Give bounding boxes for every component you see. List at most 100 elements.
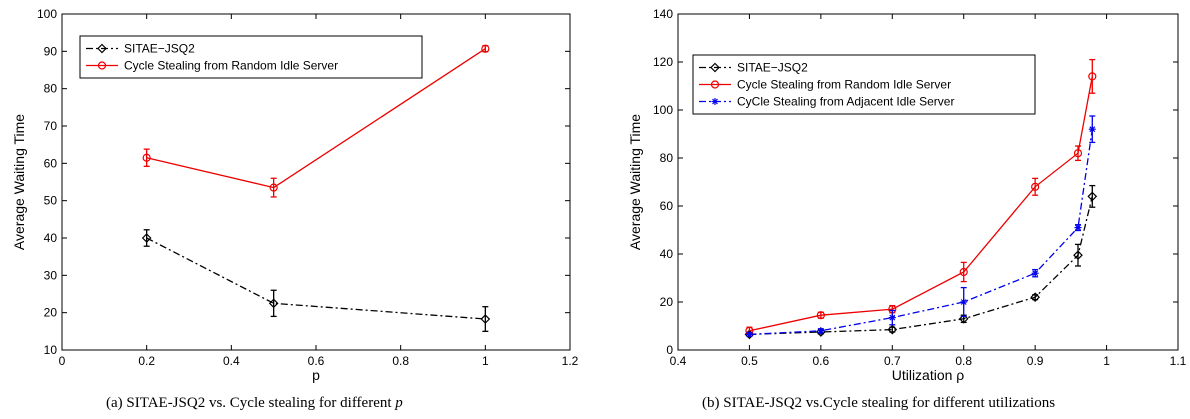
star-stroke: [1089, 126, 1096, 133]
data-point: [1074, 224, 1082, 232]
data-point: [97, 61, 107, 70]
y-tick-label: 60: [660, 199, 674, 213]
x-tick-label: 0.8: [392, 354, 409, 368]
y-tick-label: 70: [44, 119, 58, 133]
y-tick-label: 100: [37, 7, 57, 21]
data-point: [480, 314, 491, 324]
x-tick-label: 1: [1103, 354, 1110, 368]
caption-a-variable: p: [395, 395, 403, 411]
x-tick-label: 0.2: [138, 354, 155, 368]
error-bar: [1089, 58, 1096, 94]
y-tick-label: 20: [660, 295, 674, 309]
data-point: [481, 44, 490, 53]
y-tick-label: 50: [44, 194, 58, 208]
y-tick-label: 10: [44, 343, 58, 357]
data-point: [887, 324, 898, 335]
series-line: [749, 129, 1093, 336]
y-tick-label: 100: [653, 103, 673, 117]
data-point: [816, 311, 825, 320]
x-tick-label: 0.4: [223, 354, 240, 368]
data-point: [888, 314, 896, 322]
chart-panel-b: 0.4 0.5 0.6 0.7 0.8 0.9 1 1.1 0 20 40 60 80 100 120 140…: [627, 7, 1187, 383]
data-point: [711, 98, 719, 105]
star-stroke: [960, 299, 967, 305]
data-point: [1031, 182, 1040, 191]
y-tick-label: 80: [660, 151, 674, 165]
data-point: [958, 313, 969, 324]
series-1: [142, 44, 490, 198]
legend-box: [79, 35, 423, 79]
data-point: [268, 298, 279, 309]
legend-label: Cycle Stealing from Random Idle Server: [124, 59, 338, 73]
x-tick-label: 1.2: [562, 354, 579, 368]
data-point: [1030, 292, 1040, 303]
legend-label: Cycle Stealing from Random Idle Server: [737, 78, 951, 92]
plot-frame: [677, 13, 1179, 351]
error-bar: [482, 306, 489, 332]
legend-box: [692, 54, 1036, 115]
data-point: [1073, 149, 1083, 158]
chart-panel-a: 0 0.2 0.4 0.6 0.8 1 1.2 10 20 30 40 50 60 70 80 90 100 p A…: [11, 7, 579, 383]
data-point: [1031, 269, 1039, 277]
x-tick-label: 0.8: [955, 354, 972, 368]
data-point: [960, 298, 968, 306]
data-point: [142, 153, 151, 162]
legend-label: SITAE−JSQ2: [124, 42, 195, 56]
data-point: [710, 62, 720, 73]
data-point: [97, 43, 107, 54]
x-axis-title: Utilization ρ: [892, 367, 965, 383]
error-bar: [143, 229, 150, 247]
caption-a-text: (a) SITAE-JSQ2 vs. Cycle stealing for di…: [106, 395, 396, 411]
x-tick-label: 0.6: [813, 354, 830, 368]
x-tick-label: 1.1: [1170, 354, 1187, 368]
y-tick-label: 40: [44, 231, 58, 245]
error-bar: [960, 261, 967, 283]
x-axis-title: p: [312, 367, 320, 383]
series-line: [146, 237, 486, 320]
x-tick-label: 1: [482, 354, 489, 368]
data-point: [1088, 72, 1097, 81]
error-bar: [1089, 184, 1096, 208]
caption-b-text: (b) SITAE-JSQ2 vs.Cycle stealing for dif…: [702, 395, 1056, 411]
x-tick-label: 0.9: [1027, 354, 1044, 368]
series-1: [745, 58, 1097, 336]
data-point: [745, 330, 753, 338]
star-stroke: [712, 98, 718, 105]
star-stroke: [1032, 270, 1039, 277]
legend: SITAE−JSQ2 Cycle Stealing from Random Idl…: [79, 35, 423, 79]
y-tick-label: 120: [653, 55, 673, 69]
series-0: [141, 229, 491, 332]
error-bar: [1075, 243, 1081, 267]
x-tick-label: 0: [59, 354, 66, 368]
y-tick-label: 40: [660, 247, 674, 261]
series-line: [749, 76, 1093, 332]
data-point: [817, 327, 825, 335]
y-tick-label: 30: [44, 268, 58, 282]
error-bar: [143, 148, 150, 167]
data-point: [959, 267, 968, 277]
star-stroke: [1075, 224, 1081, 231]
y-tick-label: 60: [44, 156, 58, 170]
error-bar: [1032, 177, 1039, 196]
caption-b: (b) SITAE-JSQ2 vs.Cycle stealing for dif…: [702, 395, 1055, 412]
legend-label: CyCle Stealing from Adjacent Idle Server: [737, 95, 954, 109]
star-stroke: [746, 331, 753, 338]
series-2: [745, 115, 1096, 338]
star-stroke: [889, 314, 896, 321]
error-bar: [1075, 145, 1081, 162]
y-tick-label: 80: [44, 82, 58, 96]
legend: SITAE−JSQ2 Cycle Stealing from Random Idl…: [692, 54, 1036, 115]
data-point: [141, 233, 152, 243]
x-tick-label: 0.4: [670, 354, 687, 368]
y-tick-label: 140: [653, 7, 673, 21]
x-tick-label: 0.5: [741, 354, 758, 368]
series-0: [744, 184, 1098, 340]
x-tick-label: 0.7: [884, 354, 901, 368]
y-tick-label: 0: [666, 343, 673, 357]
data-point: [1088, 125, 1096, 133]
y-axis-title: Average Waiting Time: [627, 114, 643, 250]
star-stroke: [817, 327, 824, 334]
data-point: [710, 80, 720, 89]
caption-a: (a) SITAE-JSQ2 vs. Cycle stealing for di…: [106, 395, 403, 412]
